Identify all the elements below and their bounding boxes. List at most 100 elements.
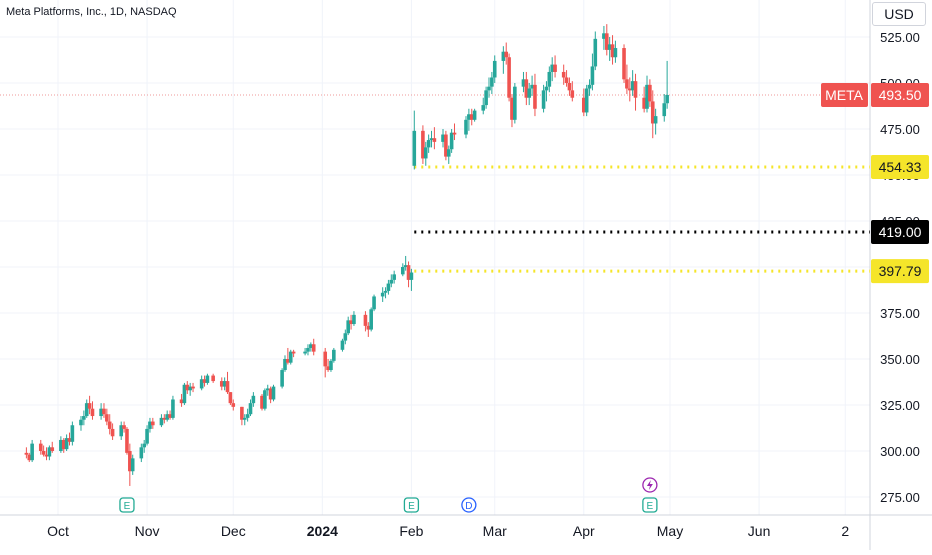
candle bbox=[403, 255, 408, 271]
candle bbox=[30, 439, 34, 463]
candle-body bbox=[570, 90, 575, 98]
candle bbox=[481, 97, 486, 115]
candle-body bbox=[452, 132, 457, 135]
x-tick-label: May bbox=[657, 523, 683, 539]
candle-body bbox=[268, 388, 273, 400]
candle bbox=[633, 73, 638, 111]
candle-body bbox=[561, 71, 566, 78]
candle bbox=[366, 322, 371, 337]
level-badge-text: 397.79 bbox=[879, 263, 922, 279]
candle bbox=[487, 77, 491, 98]
candle bbox=[421, 125, 425, 164]
candle bbox=[343, 329, 348, 345]
candle bbox=[527, 83, 532, 106]
candle-body bbox=[642, 97, 646, 109]
candle bbox=[602, 25, 606, 50]
candle-body bbox=[464, 119, 468, 135]
candle-body bbox=[24, 452, 29, 455]
candle bbox=[584, 84, 589, 117]
candle-body bbox=[530, 84, 534, 89]
svg-text:E: E bbox=[647, 501, 654, 512]
candle-body bbox=[622, 48, 626, 80]
candle bbox=[593, 31, 598, 71]
candle bbox=[148, 417, 152, 433]
candle-body bbox=[205, 375, 210, 383]
candle bbox=[363, 311, 368, 332]
candle-body bbox=[481, 105, 486, 111]
candle bbox=[550, 57, 554, 82]
candle bbox=[263, 388, 267, 411]
candle-body bbox=[240, 406, 244, 420]
y-tick-label: 525.00 bbox=[880, 30, 920, 45]
candle-body bbox=[99, 408, 103, 417]
candle-body bbox=[544, 86, 549, 91]
candle-body bbox=[61, 439, 66, 450]
candle bbox=[533, 73, 537, 117]
candle bbox=[484, 86, 488, 109]
candle-body bbox=[607, 44, 612, 50]
candle bbox=[332, 347, 336, 363]
candle bbox=[400, 263, 405, 277]
candle-body bbox=[30, 443, 34, 461]
candle-body bbox=[487, 86, 491, 91]
candle bbox=[162, 414, 167, 424]
candle-body bbox=[363, 314, 368, 326]
candle bbox=[449, 129, 454, 153]
candle bbox=[492, 55, 497, 83]
candle-body bbox=[151, 421, 155, 426]
candle-body bbox=[306, 347, 310, 352]
candle-body bbox=[665, 94, 669, 104]
earnings-icon[interactable]: E bbox=[642, 497, 658, 513]
candle bbox=[604, 24, 609, 56]
candle bbox=[41, 445, 46, 457]
candle bbox=[165, 410, 169, 422]
earnings-icon[interactable]: E bbox=[403, 497, 420, 513]
candle bbox=[409, 268, 414, 291]
candle bbox=[288, 349, 293, 365]
candle-body bbox=[369, 309, 373, 330]
candle bbox=[452, 123, 457, 141]
dividend-icon[interactable]: D bbox=[461, 497, 477, 513]
candle bbox=[79, 416, 83, 431]
candle bbox=[653, 108, 658, 135]
candle-body bbox=[105, 414, 109, 422]
candle bbox=[553, 55, 557, 78]
candle bbox=[412, 110, 417, 170]
candle-body bbox=[550, 64, 554, 72]
level-badge-text: 454.33 bbox=[879, 159, 922, 175]
candle-body bbox=[409, 272, 414, 280]
candle bbox=[283, 355, 287, 372]
candle bbox=[587, 79, 592, 96]
earnings-icon[interactable]: E bbox=[119, 497, 135, 513]
candle-body bbox=[309, 344, 313, 348]
candle bbox=[507, 53, 511, 102]
level-badge-text: 419.00 bbox=[879, 224, 922, 240]
candle-body bbox=[119, 425, 124, 437]
currency-selector[interactable]: USD bbox=[872, 2, 926, 26]
candle-body bbox=[501, 51, 506, 61]
candle-body bbox=[50, 447, 55, 451]
candle bbox=[326, 359, 330, 372]
lightning-event-icon[interactable] bbox=[642, 477, 658, 493]
candle bbox=[179, 393, 184, 407]
candle bbox=[380, 287, 385, 302]
candle-body bbox=[380, 292, 385, 297]
candle bbox=[309, 342, 313, 352]
candle bbox=[251, 392, 256, 407]
candle bbox=[441, 129, 445, 148]
candle-body bbox=[604, 33, 609, 50]
candle-body bbox=[70, 425, 75, 442]
candle bbox=[567, 77, 572, 96]
candle-body bbox=[38, 443, 43, 451]
candle-body bbox=[87, 403, 92, 409]
candle-body bbox=[326, 366, 330, 371]
candle bbox=[406, 261, 411, 288]
candle bbox=[188, 382, 192, 396]
candle-body bbox=[533, 84, 537, 109]
svg-text:E: E bbox=[124, 501, 131, 512]
candle-body bbox=[222, 381, 227, 387]
candle-body bbox=[352, 314, 356, 325]
candle-body bbox=[645, 84, 649, 109]
